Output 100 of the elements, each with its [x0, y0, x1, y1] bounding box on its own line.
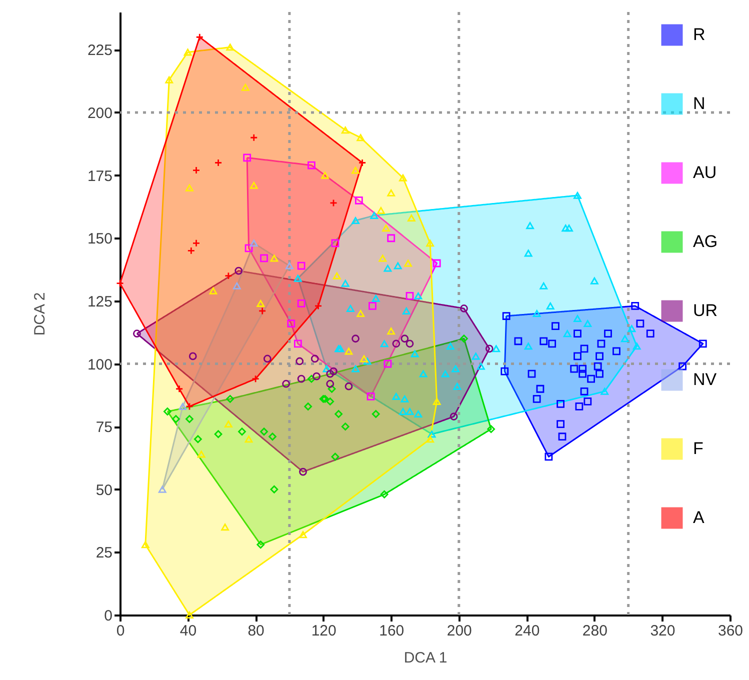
point: [410, 350, 419, 358]
y-tick-label: 200: [87, 105, 112, 122]
point: [678, 362, 686, 370]
point: [452, 365, 460, 372]
point: [406, 340, 414, 348]
point: [562, 224, 570, 232]
point: [322, 365, 331, 372]
point: [352, 334, 360, 343]
y-tick-label: 25: [96, 544, 112, 562]
point: [188, 352, 197, 360]
point: [380, 340, 388, 348]
point: [399, 174, 407, 182]
y-tick-label: 225: [87, 42, 112, 60]
point: [384, 360, 392, 368]
point: [321, 394, 329, 403]
point: [596, 352, 604, 360]
x-tick-label: 360: [718, 622, 744, 640]
point: [698, 340, 707, 348]
point: [596, 370, 604, 378]
point: [250, 134, 258, 142]
point: [574, 352, 582, 360]
point: [334, 410, 343, 418]
point: [544, 452, 553, 461]
point: [214, 158, 222, 167]
x-tick-label: 240: [514, 622, 540, 640]
legend-label: AU: [693, 163, 717, 182]
point: [297, 300, 306, 308]
point: [372, 294, 380, 302]
point: [487, 425, 496, 434]
point: [556, 400, 564, 408]
point: [387, 189, 396, 196]
point: [346, 304, 354, 312]
point: [308, 374, 316, 383]
point: [528, 370, 536, 378]
point: [326, 380, 334, 388]
x-axis-title: DCA 1: [404, 650, 448, 666]
point: [574, 192, 582, 199]
point: [226, 394, 234, 403]
point: [297, 374, 306, 383]
point: [224, 272, 232, 280]
point: [304, 402, 312, 410]
point: [282, 380, 290, 388]
point: [402, 307, 410, 314]
point: [584, 320, 592, 328]
point: [472, 352, 480, 360]
point: [234, 266, 243, 275]
point: [326, 370, 334, 378]
point: [446, 342, 454, 350]
point: [485, 344, 494, 353]
point: [514, 337, 522, 346]
point: [238, 428, 246, 436]
point: [460, 304, 468, 312]
point: [344, 348, 353, 355]
point: [286, 262, 294, 270]
x-tick-label: 40: [180, 622, 197, 640]
point: [308, 161, 316, 170]
point: [372, 410, 380, 418]
point: [158, 486, 166, 493]
point: [584, 398, 592, 406]
y-tick-label: 75: [96, 419, 112, 436]
legend-label: A: [693, 508, 705, 527]
point: [565, 224, 573, 232]
y-tick-label: 125: [87, 293, 112, 310]
point: [628, 325, 636, 332]
point: [299, 468, 307, 476]
point: [441, 370, 450, 378]
legend-label: F: [693, 439, 704, 458]
point: [256, 540, 265, 549]
point: [632, 342, 641, 350]
point: [341, 280, 350, 287]
y-tick-label: 150: [87, 230, 112, 248]
point: [310, 354, 319, 363]
point: [414, 292, 422, 300]
point: [352, 365, 360, 372]
point: [570, 364, 578, 373]
point: [502, 312, 510, 320]
point: [574, 330, 582, 338]
x-tick-label: 80: [248, 622, 264, 640]
point: [244, 244, 253, 252]
point: [260, 254, 268, 262]
point: [587, 374, 595, 383]
point: [500, 367, 509, 376]
point: [392, 340, 400, 348]
point: [328, 384, 336, 393]
point: [408, 214, 416, 222]
x-tick-label: 280: [582, 622, 608, 640]
point: [175, 384, 184, 393]
point: [294, 340, 302, 348]
point: [330, 199, 338, 207]
point: [294, 274, 302, 282]
point: [392, 392, 400, 400]
point: [370, 212, 378, 220]
point: [224, 420, 232, 428]
y-tick-label: 50: [96, 482, 112, 499]
point: [532, 310, 541, 318]
point: [476, 362, 485, 370]
point: [558, 432, 566, 441]
point: [432, 259, 441, 268]
point: [344, 382, 353, 390]
point: [356, 310, 365, 318]
